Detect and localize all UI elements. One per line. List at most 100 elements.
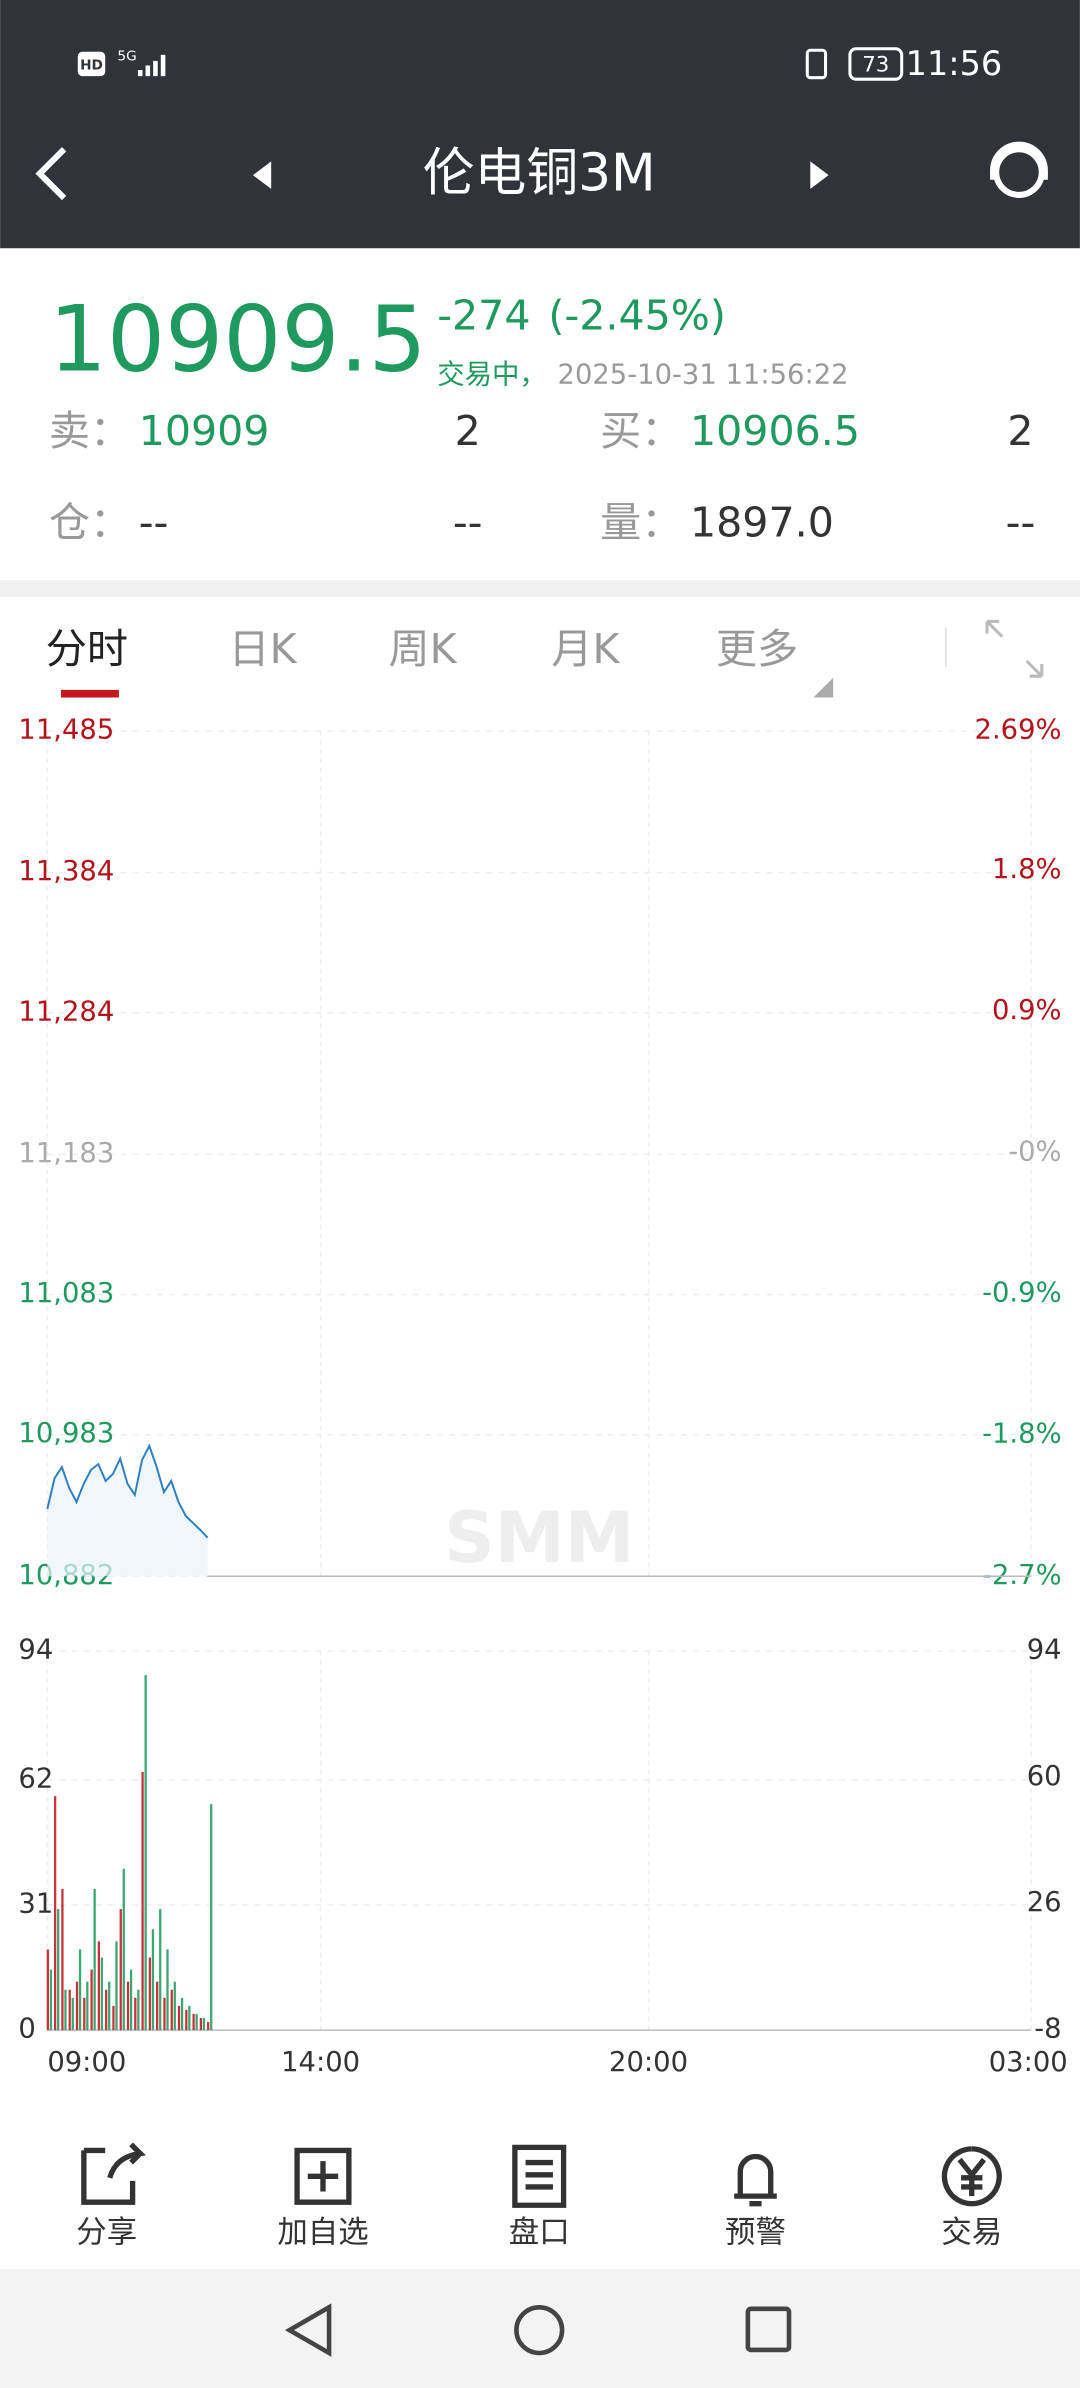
y2-tick-label: 26 xyxy=(1027,1887,1062,1918)
volume-bar xyxy=(97,1941,101,2031)
tab[interactable]: 分时 xyxy=(46,625,128,673)
volume-bar xyxy=(54,1796,57,2031)
nav-label[interactable]: 交易 xyxy=(941,2216,1002,2251)
volume-bar xyxy=(173,1981,176,2031)
y-tick-label: 11,485 xyxy=(18,715,114,746)
volume-bar xyxy=(78,1949,82,2031)
x-tick-label: 09:00 xyxy=(47,2047,126,2078)
y2-tick-label: -1.8% xyxy=(982,1419,1062,1450)
volume-bar xyxy=(75,1981,79,2031)
divider xyxy=(0,580,1080,597)
nav-label[interactable]: 加自选 xyxy=(277,2216,368,2251)
volume-bar xyxy=(64,1989,67,2031)
quote-cell: 2 xyxy=(455,407,481,455)
volume-bar xyxy=(93,1888,96,2031)
y-tick-label: 94 xyxy=(18,1634,53,1665)
tab[interactable]: 周K xyxy=(388,625,457,673)
nav-icon xyxy=(941,2146,1002,2207)
quote-cell: 量： xyxy=(600,498,682,546)
watermark: SMM xyxy=(444,1497,634,1579)
volume-bar xyxy=(105,1989,108,2031)
volume-bar xyxy=(108,1981,111,2031)
prev-button[interactable] xyxy=(252,161,272,189)
tab[interactable]: 更多 xyxy=(716,625,798,673)
x-tick-label: 20:00 xyxy=(609,2047,688,2078)
price-line xyxy=(46,1443,209,1539)
nav-label[interactable]: 盘口 xyxy=(509,2216,570,2251)
volume-bar xyxy=(207,2022,210,2031)
y-tick-label: 11,384 xyxy=(18,856,114,887)
signal-icon xyxy=(137,54,166,77)
volume-bar xyxy=(122,1868,125,2031)
y-tick-label: 11,083 xyxy=(18,1278,114,1309)
volume-bar xyxy=(195,2013,198,2031)
nav-label[interactable]: 分享 xyxy=(76,2216,137,2251)
volume-bar xyxy=(129,1969,133,2031)
y2-tick-label: -0.9% xyxy=(982,1277,1062,1308)
quote-cell: 1897.0 xyxy=(690,498,834,546)
quote-cell: 卖： xyxy=(49,407,131,455)
last-price: 10909.5 xyxy=(49,286,427,393)
nav-icon xyxy=(294,2147,352,2205)
volume-bar xyxy=(141,1771,144,2031)
x-tick-label: 14:00 xyxy=(281,2047,360,2078)
volume-bar xyxy=(144,1675,147,2031)
nav-home[interactable] xyxy=(514,2304,565,2356)
hd-badge xyxy=(77,51,106,77)
y2-tick-label: 2.69% xyxy=(975,715,1062,746)
volume-bar xyxy=(192,2013,195,2031)
fullscreen-button[interactable] xyxy=(985,619,1044,678)
volume-bar xyxy=(166,1949,169,2031)
service-button[interactable] xyxy=(990,141,1048,198)
volume-bar xyxy=(134,1997,137,2031)
nav-icon xyxy=(81,2142,146,2205)
system-nav xyxy=(0,2269,1080,2388)
volume-bar xyxy=(188,2005,191,2031)
y2-tick-label: 60 xyxy=(1027,1761,1062,1792)
y2-tick-label: 94 xyxy=(1027,1634,1062,1665)
nav-recent[interactable] xyxy=(745,2306,792,2353)
x-tick-label: 03:00 xyxy=(989,2047,1068,2078)
y2-tick-label: -0% xyxy=(1008,1136,1061,1167)
volume-bar xyxy=(119,1909,122,2031)
title: 伦电铜3M xyxy=(423,144,656,204)
nav-label[interactable]: 预警 xyxy=(725,2216,786,2251)
nav-icon xyxy=(512,2144,567,2208)
tab-underline xyxy=(61,689,119,698)
trade-state: 交易中， xyxy=(437,360,547,391)
hd: HD xyxy=(80,57,103,73)
quote-cell: 10909 xyxy=(139,407,270,455)
volume-bar xyxy=(83,1997,86,2031)
y-tick-label: 11,284 xyxy=(18,996,114,1027)
y-tick-label: 10,983 xyxy=(18,1418,114,1449)
nav-back[interactable] xyxy=(284,2303,332,2357)
volume-bar xyxy=(49,1969,53,2031)
volume-bar xyxy=(148,1957,152,2031)
change-pct: (-2.45%) xyxy=(548,291,726,339)
y-tick-label: 62 xyxy=(18,1763,53,1794)
volume-bar xyxy=(151,1929,155,2031)
network: 5G xyxy=(117,48,136,64)
back-button[interactable] xyxy=(35,147,67,201)
volume-bar xyxy=(202,2018,206,2031)
next-button[interactable] xyxy=(810,161,829,189)
quote-cell: -- xyxy=(139,498,169,546)
volume-bar xyxy=(126,1981,130,2031)
volume-bar xyxy=(71,1997,74,2031)
volume-bar xyxy=(170,1989,173,2031)
quote-cell: -- xyxy=(453,498,483,546)
y2-tick-label: 0.9% xyxy=(992,995,1062,1026)
battery-level: 73 xyxy=(862,52,889,77)
tab[interactable]: 日K xyxy=(229,625,298,673)
quote-cell: 2 xyxy=(1007,407,1033,455)
volume-bar xyxy=(199,2018,203,2031)
vibrate-icon xyxy=(805,48,828,80)
volume-bar xyxy=(185,2009,188,2031)
quote-cell: 买： xyxy=(600,407,682,455)
volume-bar xyxy=(46,1949,49,2031)
volume-bar xyxy=(86,1981,89,2031)
battery xyxy=(848,47,904,81)
timestamp: 2025-10-31 11:56:22 xyxy=(558,360,849,391)
tab[interactable]: 月K xyxy=(551,625,620,673)
